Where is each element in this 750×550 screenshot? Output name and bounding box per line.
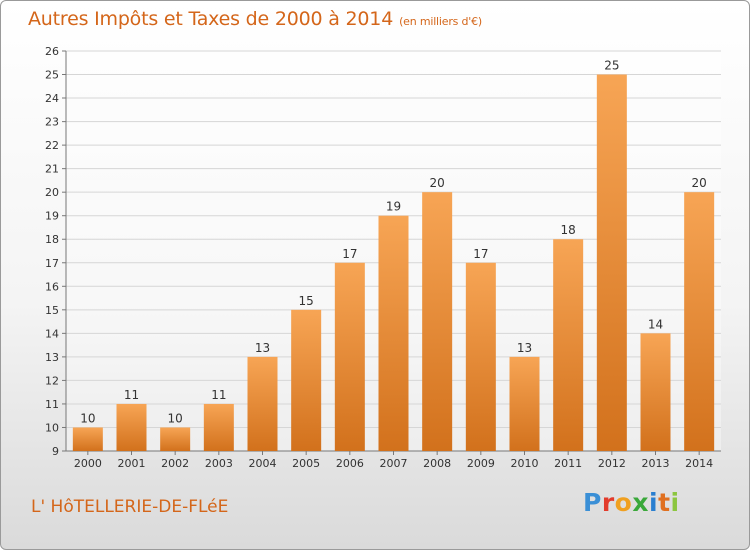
logo-letter: t <box>658 488 671 517</box>
logo-letter: P <box>583 488 602 517</box>
bar <box>203 403 234 451</box>
y-tick-label: 17 <box>45 257 59 270</box>
x-tick-label: 2011 <box>554 457 582 470</box>
y-tick-label: 26 <box>45 45 59 58</box>
bar <box>640 333 671 451</box>
logo-letter: o <box>614 488 633 517</box>
bar-value-label: 20 <box>692 176 707 190</box>
bar <box>465 262 496 451</box>
bar-value-label: 17 <box>342 247 357 261</box>
bar-value-label: 13 <box>255 341 270 355</box>
y-tick-label: 11 <box>45 398 59 411</box>
y-tick-label: 23 <box>45 116 59 129</box>
logo-letter: i <box>649 488 659 517</box>
bar-value-label: 15 <box>299 294 314 308</box>
x-tick-label: 2000 <box>74 457 102 470</box>
y-tick-label: 16 <box>45 280 59 293</box>
y-tick-label: 13 <box>45 351 59 364</box>
logo-letter: r <box>601 488 615 517</box>
bar-value-label: 11 <box>211 388 226 402</box>
y-tick-label: 22 <box>45 139 59 152</box>
bar-value-label: 11 <box>124 388 139 402</box>
bar-value-label: 18 <box>561 223 576 237</box>
bar <box>553 239 584 451</box>
bar-value-label: 14 <box>648 317 663 331</box>
bar <box>247 356 278 451</box>
bar <box>378 215 409 451</box>
bar-value-label: 19 <box>386 200 401 214</box>
commune-name: L' HôTELLERIE-DE-FLéE <box>31 497 229 517</box>
logo-letter: i <box>670 488 680 517</box>
bar <box>684 192 715 452</box>
bar <box>422 192 453 452</box>
y-tick-label: 14 <box>45 327 59 340</box>
bar-value-label: 17 <box>473 247 488 261</box>
x-tick-label: 2012 <box>598 457 626 470</box>
x-tick-label: 2014 <box>685 457 713 470</box>
x-tick-label: 2003 <box>205 457 233 470</box>
x-tick-label: 2010 <box>511 457 539 470</box>
logo-letter: x <box>632 488 649 517</box>
bar <box>596 74 627 451</box>
title-text: Autres Impôts et Taxes de 2000 à 2014 <box>28 8 394 30</box>
y-tick-label: 12 <box>45 374 59 387</box>
x-tick-label: 2005 <box>292 457 320 470</box>
y-tick-label: 10 <box>45 421 59 434</box>
bar <box>334 262 365 451</box>
y-tick-label: 24 <box>45 92 59 105</box>
y-tick-label: 15 <box>45 304 59 317</box>
bar-value-label: 25 <box>604 59 619 73</box>
x-tick-label: 2004 <box>249 457 277 470</box>
proxiti-logo[interactable]: Proxiti <box>583 488 680 517</box>
bar <box>72 427 103 451</box>
bar <box>116 403 147 451</box>
x-tick-label: 2009 <box>467 457 495 470</box>
bar <box>160 427 191 451</box>
bar <box>291 309 322 451</box>
x-tick-label: 2007 <box>380 457 408 470</box>
x-tick-label: 2002 <box>161 457 189 470</box>
x-tick-label: 2006 <box>336 457 364 470</box>
y-tick-label: 9 <box>52 445 59 458</box>
y-tick-label: 19 <box>45 210 59 223</box>
x-tick-label: 2001 <box>118 457 146 470</box>
y-tick-label: 25 <box>45 69 59 82</box>
x-tick-label: 2008 <box>423 457 451 470</box>
title-unit: (en milliers d'€) <box>399 15 482 28</box>
bar-value-label: 20 <box>430 176 445 190</box>
chart-title: Autres Impôts et Taxes de 2000 à 2014 (en… <box>28 8 482 30</box>
bar-value-label: 13 <box>517 341 532 355</box>
y-tick-label: 21 <box>45 163 59 176</box>
x-tick-label: 2013 <box>642 457 670 470</box>
y-tick-label: 20 <box>45 186 59 199</box>
bar <box>509 356 540 451</box>
bar-value-label: 10 <box>80 411 95 425</box>
bar-value-label: 10 <box>168 411 183 425</box>
y-tick-label: 18 <box>45 233 59 246</box>
